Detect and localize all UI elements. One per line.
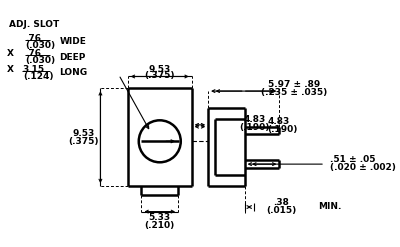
Text: 3.15: 3.15 [23, 65, 45, 74]
Text: 9.53: 9.53 [73, 129, 95, 138]
Text: (.190): (.190) [268, 125, 298, 134]
Text: (.190): (.190) [240, 123, 270, 132]
Text: X: X [7, 49, 14, 58]
Text: 4.83: 4.83 [268, 117, 290, 126]
Text: ADJ. SLOT: ADJ. SLOT [9, 20, 59, 29]
Text: .38: .38 [273, 198, 289, 207]
Text: (.015): (.015) [266, 206, 296, 215]
Text: 9.53: 9.53 [149, 65, 171, 74]
Text: (.030): (.030) [26, 56, 56, 65]
Text: .51 ± .05: .51 ± .05 [330, 155, 375, 164]
Text: (.124): (.124) [23, 72, 53, 81]
Text: 5.97 ± .89: 5.97 ± .89 [268, 80, 320, 89]
Text: (.235 ± .035): (.235 ± .035) [261, 87, 327, 97]
Text: .76: .76 [26, 34, 42, 42]
Text: 5.33: 5.33 [149, 213, 171, 223]
Text: (.210): (.210) [145, 221, 175, 230]
Text: (.030): (.030) [26, 41, 56, 50]
Text: (.020 ± .002): (.020 ± .002) [330, 163, 396, 172]
Text: (.375): (.375) [69, 137, 99, 146]
Text: DEEP: DEEP [59, 53, 86, 62]
Text: .76: .76 [26, 49, 42, 58]
Text: X: X [7, 65, 14, 74]
Text: 4.83: 4.83 [244, 115, 266, 124]
Text: LONG: LONG [59, 68, 88, 77]
Text: (.375): (.375) [144, 71, 175, 80]
Text: WIDE: WIDE [59, 37, 86, 46]
Text: MIN.: MIN. [318, 202, 341, 211]
